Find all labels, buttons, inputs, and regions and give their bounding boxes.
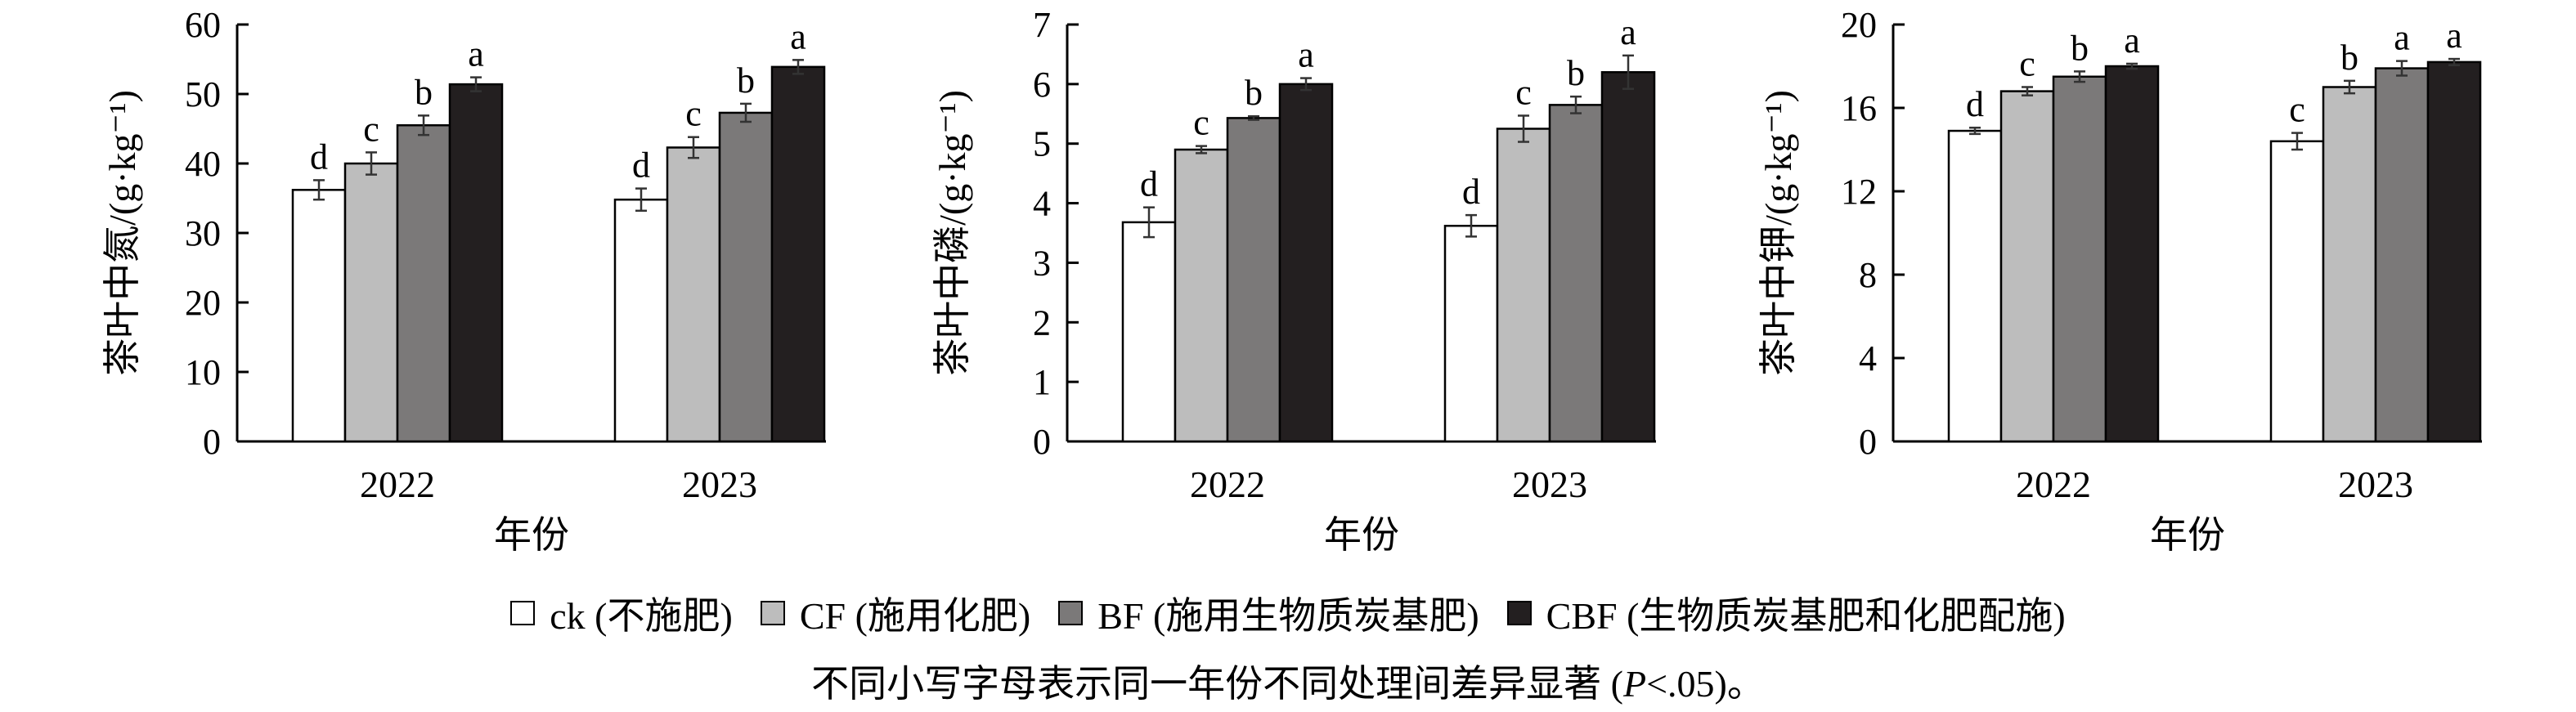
chart2-y-tick-label: 1 bbox=[1033, 362, 1051, 402]
chart3-significance-letter: a bbox=[2394, 18, 2410, 58]
chart1-bar-bf-2022 bbox=[396, 124, 451, 443]
chart1-significance-letter: a bbox=[468, 34, 484, 74]
legend-swatch-cbf bbox=[1506, 601, 1532, 625]
chart2-significance-letter: a bbox=[1298, 35, 1314, 75]
chart3-y-tick-label: 8 bbox=[1859, 255, 1877, 295]
chart1-y-tick-label: 30 bbox=[185, 213, 221, 253]
chart1-significance-letter: c bbox=[685, 94, 702, 134]
chart2-x-tick-label: 2023 bbox=[1512, 463, 1587, 505]
chart3-y-tick-label: 20 bbox=[1841, 5, 1877, 45]
chart3-y-tick-label: 12 bbox=[1841, 172, 1877, 212]
chart1-significance-letter: d bbox=[632, 146, 650, 186]
chart1-x-tick-label: 2023 bbox=[682, 463, 757, 505]
chart1-bar-cf-2023 bbox=[666, 146, 721, 443]
legend-swatch-cf bbox=[760, 601, 785, 625]
chart2-y-tick-label: 6 bbox=[1033, 65, 1051, 105]
chart2-bar-cf-2022 bbox=[1174, 148, 1229, 443]
chart3-significance-letter: a bbox=[2124, 20, 2140, 60]
chart2-y-tick-label: 4 bbox=[1033, 184, 1051, 224]
legend-item-cf: CF (施用化肥) bbox=[760, 586, 1031, 640]
chart2-significance-letter: b bbox=[1567, 53, 1585, 93]
chart2-y-tick-label: 3 bbox=[1033, 243, 1051, 283]
chart2-significance-letter: d bbox=[1462, 172, 1480, 212]
chart2-y-label: 茶叶中磷/(g·kg⁻¹) bbox=[931, 90, 973, 376]
chart3-x-tick-label: 2023 bbox=[2338, 463, 2413, 505]
chart3-significance-letter: a bbox=[2446, 16, 2462, 56]
chart3-significance-letter: c bbox=[2019, 44, 2035, 84]
chart3-significance-letter: b bbox=[2071, 28, 2089, 68]
chart1-y-tick-label: 40 bbox=[185, 144, 221, 184]
legend-label-cbf: CBF (生物质炭基肥和化肥配施) bbox=[1546, 595, 2066, 637]
chart2-bar-bf-2022 bbox=[1226, 117, 1281, 443]
chart1-y-tick-label: 20 bbox=[185, 283, 221, 323]
chart3-bar-cbf-2022 bbox=[2104, 65, 2160, 443]
chart3-significance-letter: c bbox=[2289, 90, 2305, 130]
legend-swatch-ck bbox=[510, 601, 536, 625]
chart3-bar-cf-2022 bbox=[1999, 90, 2055, 443]
chart3-significance-letter: b bbox=[2340, 38, 2358, 78]
chart1-bar-cf-2022 bbox=[343, 162, 399, 443]
chart1-y-tick-label: 10 bbox=[185, 352, 221, 392]
chart1-significance-letter: d bbox=[310, 137, 328, 177]
legend-item-cbf: CBF (生物质炭基肥和化肥配施) bbox=[1506, 586, 2066, 640]
chart1-significance-letter: b bbox=[737, 60, 755, 101]
chart3-bar-ck-2022 bbox=[1947, 129, 2003, 443]
footnote-suffix: <.05)。 bbox=[1646, 663, 1765, 705]
chart2-y-tick-label: 7 bbox=[1033, 5, 1051, 45]
chart1-bar-ck-2023 bbox=[613, 198, 669, 443]
chart3-bar-cbf-2023 bbox=[2426, 60, 2482, 443]
chart1-significance-letter: c bbox=[363, 109, 379, 149]
chart1-y-tick-label: 50 bbox=[185, 74, 221, 114]
chart3-x-tick-label: 2022 bbox=[2016, 463, 2091, 505]
significance-footnote: 不同小写字母表示同一年份不同处理间差异显著 (P<.05)。 bbox=[0, 654, 2576, 708]
chart2-bar-cbf-2022 bbox=[1278, 83, 1334, 443]
chart3-y-label: 茶叶中钾/(g·kg⁻¹) bbox=[1757, 90, 1799, 376]
chart2-bar-ck-2023 bbox=[1443, 225, 1499, 443]
chart1-bar-ck-2022 bbox=[291, 189, 347, 443]
chart1-significance-letter: a bbox=[790, 16, 806, 56]
chart1-bar-bf-2023 bbox=[718, 111, 774, 443]
legend-label-bf: BF (施用生物质炭基肥) bbox=[1097, 595, 1479, 637]
chart2-significance-letter: a bbox=[1620, 12, 1636, 52]
chart1-bar-cbf-2022 bbox=[448, 83, 504, 443]
legend-label-ck: ck (不施肥) bbox=[550, 595, 733, 637]
legend-item-ck: ck (不施肥) bbox=[510, 586, 733, 640]
chart2-significance-letter: c bbox=[1515, 72, 1532, 112]
footnote-p-symbol: P bbox=[1622, 663, 1647, 705]
chart3-y-tick-label: 0 bbox=[1859, 422, 1877, 462]
chart1-y-label: 茶叶中氮/(g·kg⁻¹) bbox=[101, 90, 143, 376]
chart1-y-tick-label: 60 bbox=[185, 5, 221, 45]
legend: ck (不施肥) CF (施用化肥) BF (施用生物质炭基肥) CBF (生物… bbox=[0, 589, 2576, 638]
chart1-x-tick-label: 2022 bbox=[360, 463, 435, 505]
chart2-y-tick-label: 5 bbox=[1033, 124, 1051, 164]
chart2-y-tick-label: 0 bbox=[1033, 422, 1051, 462]
chart2-y-tick-label: 2 bbox=[1033, 302, 1051, 343]
chart3-y-tick-label: 4 bbox=[1859, 338, 1877, 378]
chart2-x-tick-label: 2022 bbox=[1190, 463, 1265, 505]
chart2-significance-letter: b bbox=[1245, 73, 1263, 113]
chart3-bar-cf-2023 bbox=[2322, 86, 2377, 443]
chart1-bar-cbf-2023 bbox=[770, 65, 826, 443]
chart3-bar-bf-2023 bbox=[2374, 67, 2430, 443]
footnote-prefix: 不同小写字母表示同一年份不同处理间差异显著 ( bbox=[811, 663, 1623, 705]
chart3-significance-letter: d bbox=[1966, 84, 1984, 124]
chart2-bar-cbf-2023 bbox=[1600, 71, 1656, 443]
chart3-y-tick-label: 16 bbox=[1841, 88, 1877, 128]
chart2-bar-ck-2022 bbox=[1121, 221, 1177, 443]
chart3-x-label: 年份 bbox=[2150, 514, 2225, 556]
chart3-bar-bf-2022 bbox=[2052, 75, 2107, 443]
legend-label-cf: CF (施用化肥) bbox=[799, 595, 1031, 637]
legend-swatch-bf bbox=[1058, 601, 1084, 625]
chart2-significance-letter: d bbox=[1140, 164, 1158, 204]
legend-item-bf: BF (施用生物质炭基肥) bbox=[1058, 586, 1479, 640]
chart2-significance-letter: c bbox=[1193, 103, 1209, 143]
chart3-bar-ck-2023 bbox=[2269, 140, 2325, 443]
chart1-significance-letter: b bbox=[415, 72, 433, 112]
chart2-bar-bf-2023 bbox=[1548, 104, 1604, 443]
chart1-x-label: 年份 bbox=[494, 514, 569, 556]
chart2-x-label: 年份 bbox=[1324, 514, 1399, 556]
chart1-y-tick-label: 0 bbox=[203, 422, 221, 462]
chart2-bar-cf-2023 bbox=[1496, 128, 1551, 443]
